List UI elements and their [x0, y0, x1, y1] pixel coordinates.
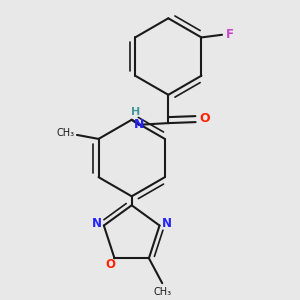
Text: O: O: [199, 112, 209, 125]
Text: N: N: [161, 217, 172, 230]
Text: O: O: [105, 258, 115, 271]
Text: H: H: [131, 107, 140, 117]
Text: N: N: [134, 118, 144, 131]
Text: N: N: [92, 217, 102, 230]
Text: CH₃: CH₃: [153, 287, 171, 297]
Text: CH₃: CH₃: [56, 128, 75, 138]
Text: F: F: [225, 28, 233, 40]
